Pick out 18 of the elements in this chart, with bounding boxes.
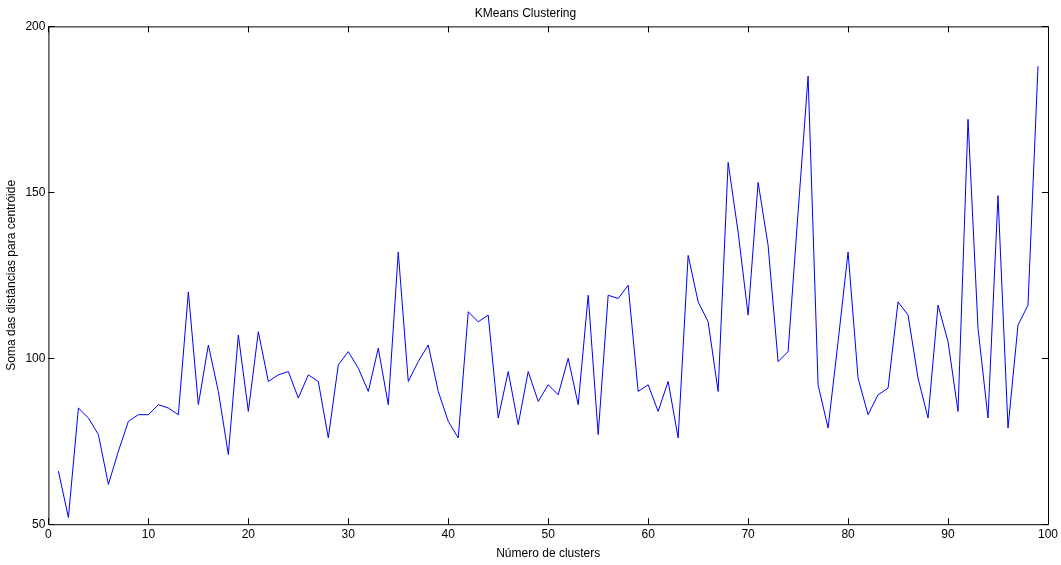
x-tick-label: 10 — [141, 526, 156, 541]
y-tick-label: 100 — [25, 350, 46, 365]
y-tick-label: 150 — [25, 184, 46, 199]
x-tick-label: 30 — [341, 526, 356, 541]
x-tick-label: 0 — [45, 526, 53, 541]
x-tick-label: 20 — [241, 526, 256, 541]
x-axis-title: Número de clusters — [496, 546, 601, 561]
y-axis-title: Soma das distâncias para centróide — [3, 179, 18, 371]
y-tick-label: 200 — [25, 18, 46, 33]
x-tick-label: 90 — [941, 526, 956, 541]
y-tick-label: 50 — [32, 516, 46, 531]
chart-title: KMeans Clustering — [474, 5, 577, 20]
x-tick-label: 60 — [641, 526, 656, 541]
x-tick-label: 40 — [441, 526, 456, 541]
x-tick-label: 80 — [841, 526, 856, 541]
x-tick-label: 50 — [541, 526, 556, 541]
x-tick-label: 70 — [741, 526, 756, 541]
x-tick-label: 100 — [1037, 526, 1059, 541]
